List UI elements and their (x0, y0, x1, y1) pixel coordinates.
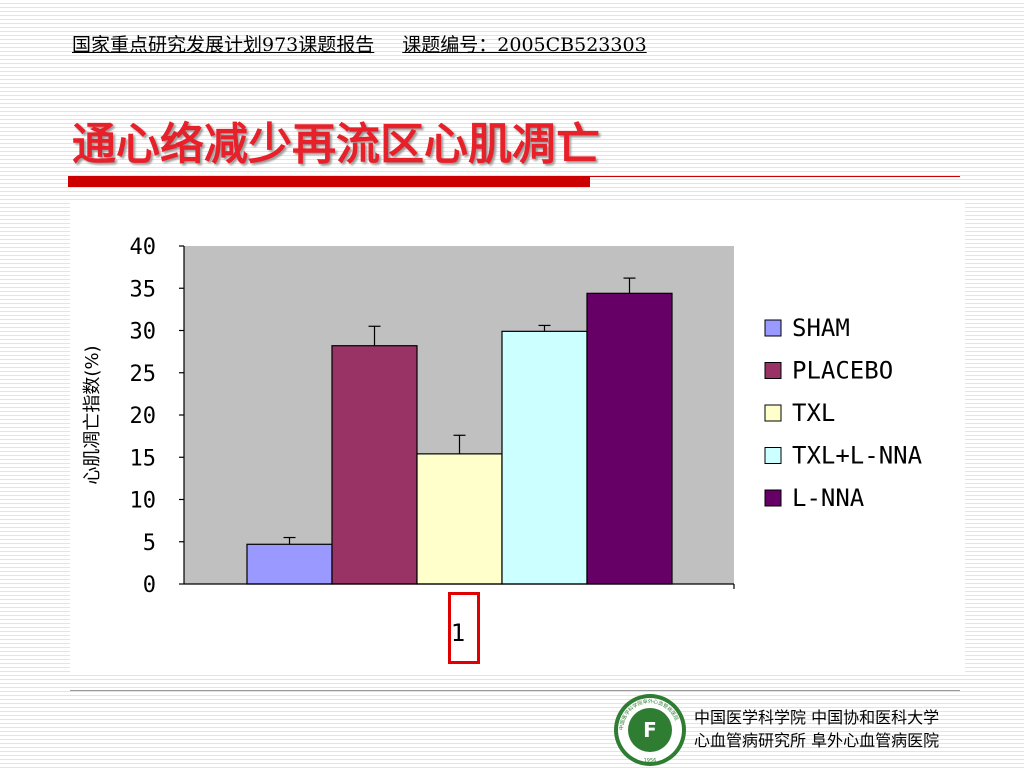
y-tick-label: 25 (130, 362, 157, 387)
y-axis-label: 心肌凋亡指数(%) (82, 345, 103, 484)
y-tick-label: 40 (130, 235, 157, 260)
legend-label: TXL+L-NNA (792, 442, 923, 470)
project-number: 课题编号：2005CB523303 (402, 34, 647, 56)
y-tick-label: 0 (143, 573, 156, 598)
legend-label: SHAM (792, 314, 850, 342)
y-tick-label: 35 (130, 277, 157, 302)
legend-label: TXL (792, 399, 835, 427)
bar-chart: 0 5 10 15 20 25 30 35 40 心肌凋亡指数(%) 1 SHAM PLACEBO TXL… (82, 235, 923, 647)
y-tick-label: 30 (130, 320, 157, 345)
bar-txl (416, 453, 503, 585)
legend-swatch (764, 447, 782, 464)
bar-txl-l-nna (501, 330, 588, 585)
slide-title: 通心络减少再流区心肌凋亡 (72, 119, 600, 170)
bar-sham (246, 543, 333, 585)
x-category-label: 1 (451, 619, 465, 647)
y-tick-label: 10 (130, 489, 157, 514)
legend-label: L-NNA (792, 484, 865, 512)
legend-swatch (764, 489, 782, 507)
legend-swatch (764, 319, 782, 337)
report-title: 国家重点研究发展计划973课题报告 (72, 34, 375, 56)
y-tick-label: 20 (130, 404, 157, 429)
chart-panel: 0 5 10 15 20 25 30 35 40 心肌凋亡指数(%) 1 SHAM PLACEBO TXL… (70, 200, 965, 675)
legend-label: PLACEBO (792, 357, 893, 385)
y-tick-label: 5 (143, 531, 156, 556)
footer-line-1: 中国医学科学院 中国协和医科大学 (694, 708, 940, 727)
title-accent-line (590, 176, 960, 177)
bar-placebo (331, 345, 418, 585)
y-tick-label: 15 (130, 446, 157, 471)
legend-swatch (764, 404, 782, 422)
footer-divider (70, 690, 960, 691)
slide-header: 国家重点研究发展计划973课题报告 课题编号：2005CB523303 (72, 30, 647, 57)
logo-center: F (643, 718, 657, 742)
legend-swatch (764, 362, 782, 379)
footer-institutions: 中国医学科学院 中国协和医科大学 心血管病研究所 阜外心血管病医院 (694, 706, 939, 752)
footer-line-2: 心血管病研究所 阜外心血管病医院 (694, 731, 940, 750)
bar-l-nna (586, 292, 673, 585)
category-highlight-box (448, 592, 480, 664)
hospital-logo: 中国医学科学院阜外心血管病医院 F 1956 (614, 694, 686, 766)
title-accent-bar (68, 176, 590, 187)
logo-year: 1956 (644, 758, 657, 764)
